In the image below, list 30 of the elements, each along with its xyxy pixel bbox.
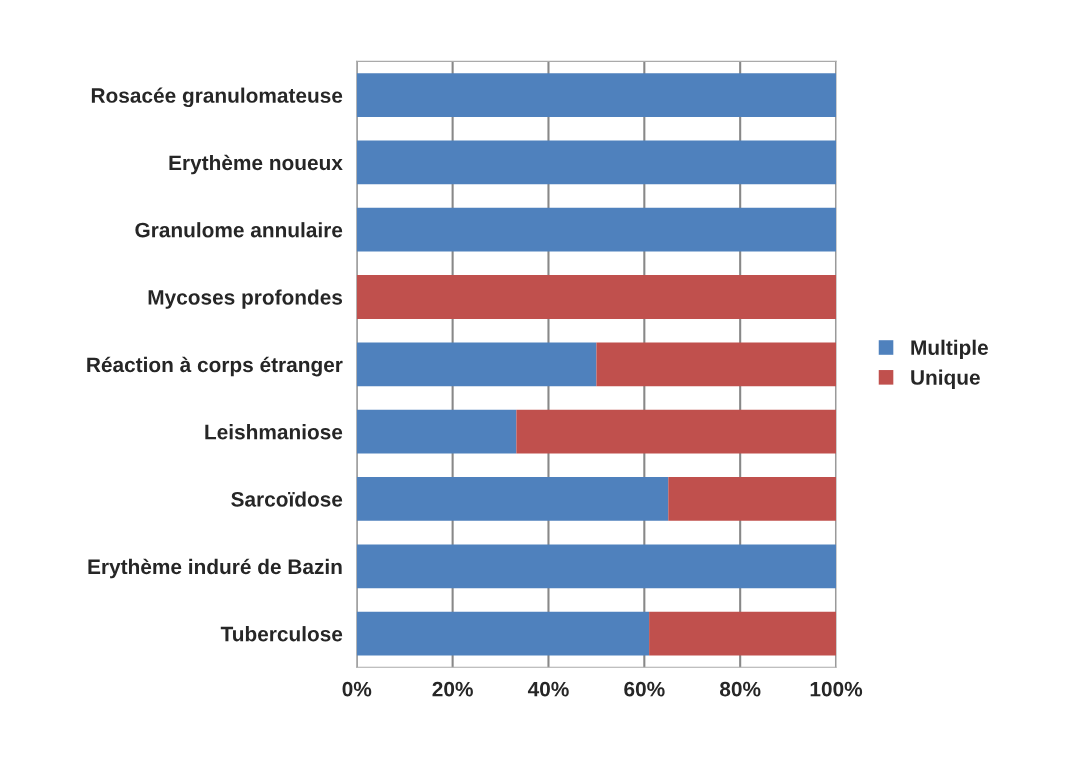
y-tick-label: Leishmaniose bbox=[205, 424, 343, 440]
x-tick-label: 40% bbox=[527, 681, 569, 697]
bar bbox=[356, 275, 837, 319]
legend-label: Multiple bbox=[911, 339, 988, 360]
bar bbox=[356, 140, 837, 185]
y-tick-label: Erythème noueux bbox=[169, 154, 343, 175]
x-tick-label: 60% bbox=[624, 681, 665, 697]
y-tick-label: Rosacée granulomateuse bbox=[91, 87, 343, 108]
y-tick-label: Tuberculose bbox=[220, 626, 343, 642]
bar bbox=[356, 477, 669, 521]
bar bbox=[356, 611, 650, 656]
y-tick-label: Réaction à corps étranger bbox=[87, 356, 343, 377]
bar bbox=[356, 73, 837, 117]
x-tick-label: 0% bbox=[342, 681, 372, 697]
bar bbox=[516, 409, 837, 454]
bar bbox=[356, 409, 517, 454]
bar bbox=[649, 611, 837, 656]
bar bbox=[596, 342, 837, 387]
x-tick-label: 100% bbox=[810, 681, 863, 697]
legend-label: Unique bbox=[911, 369, 980, 389]
bar bbox=[356, 342, 597, 387]
bar bbox=[356, 544, 837, 589]
y-tick-label: Granulome annulaire bbox=[135, 222, 343, 238]
y-tick-label: Erythème induré de Bazin bbox=[88, 558, 342, 579]
x-tick-label: 20% bbox=[432, 681, 473, 697]
x-tick-label: 80% bbox=[719, 681, 761, 697]
y-tick-label: Sarcoïdose bbox=[231, 491, 343, 507]
bar bbox=[668, 477, 837, 521]
y-tick-label: Mycoses profondes bbox=[148, 289, 343, 309]
bar bbox=[356, 207, 837, 252]
